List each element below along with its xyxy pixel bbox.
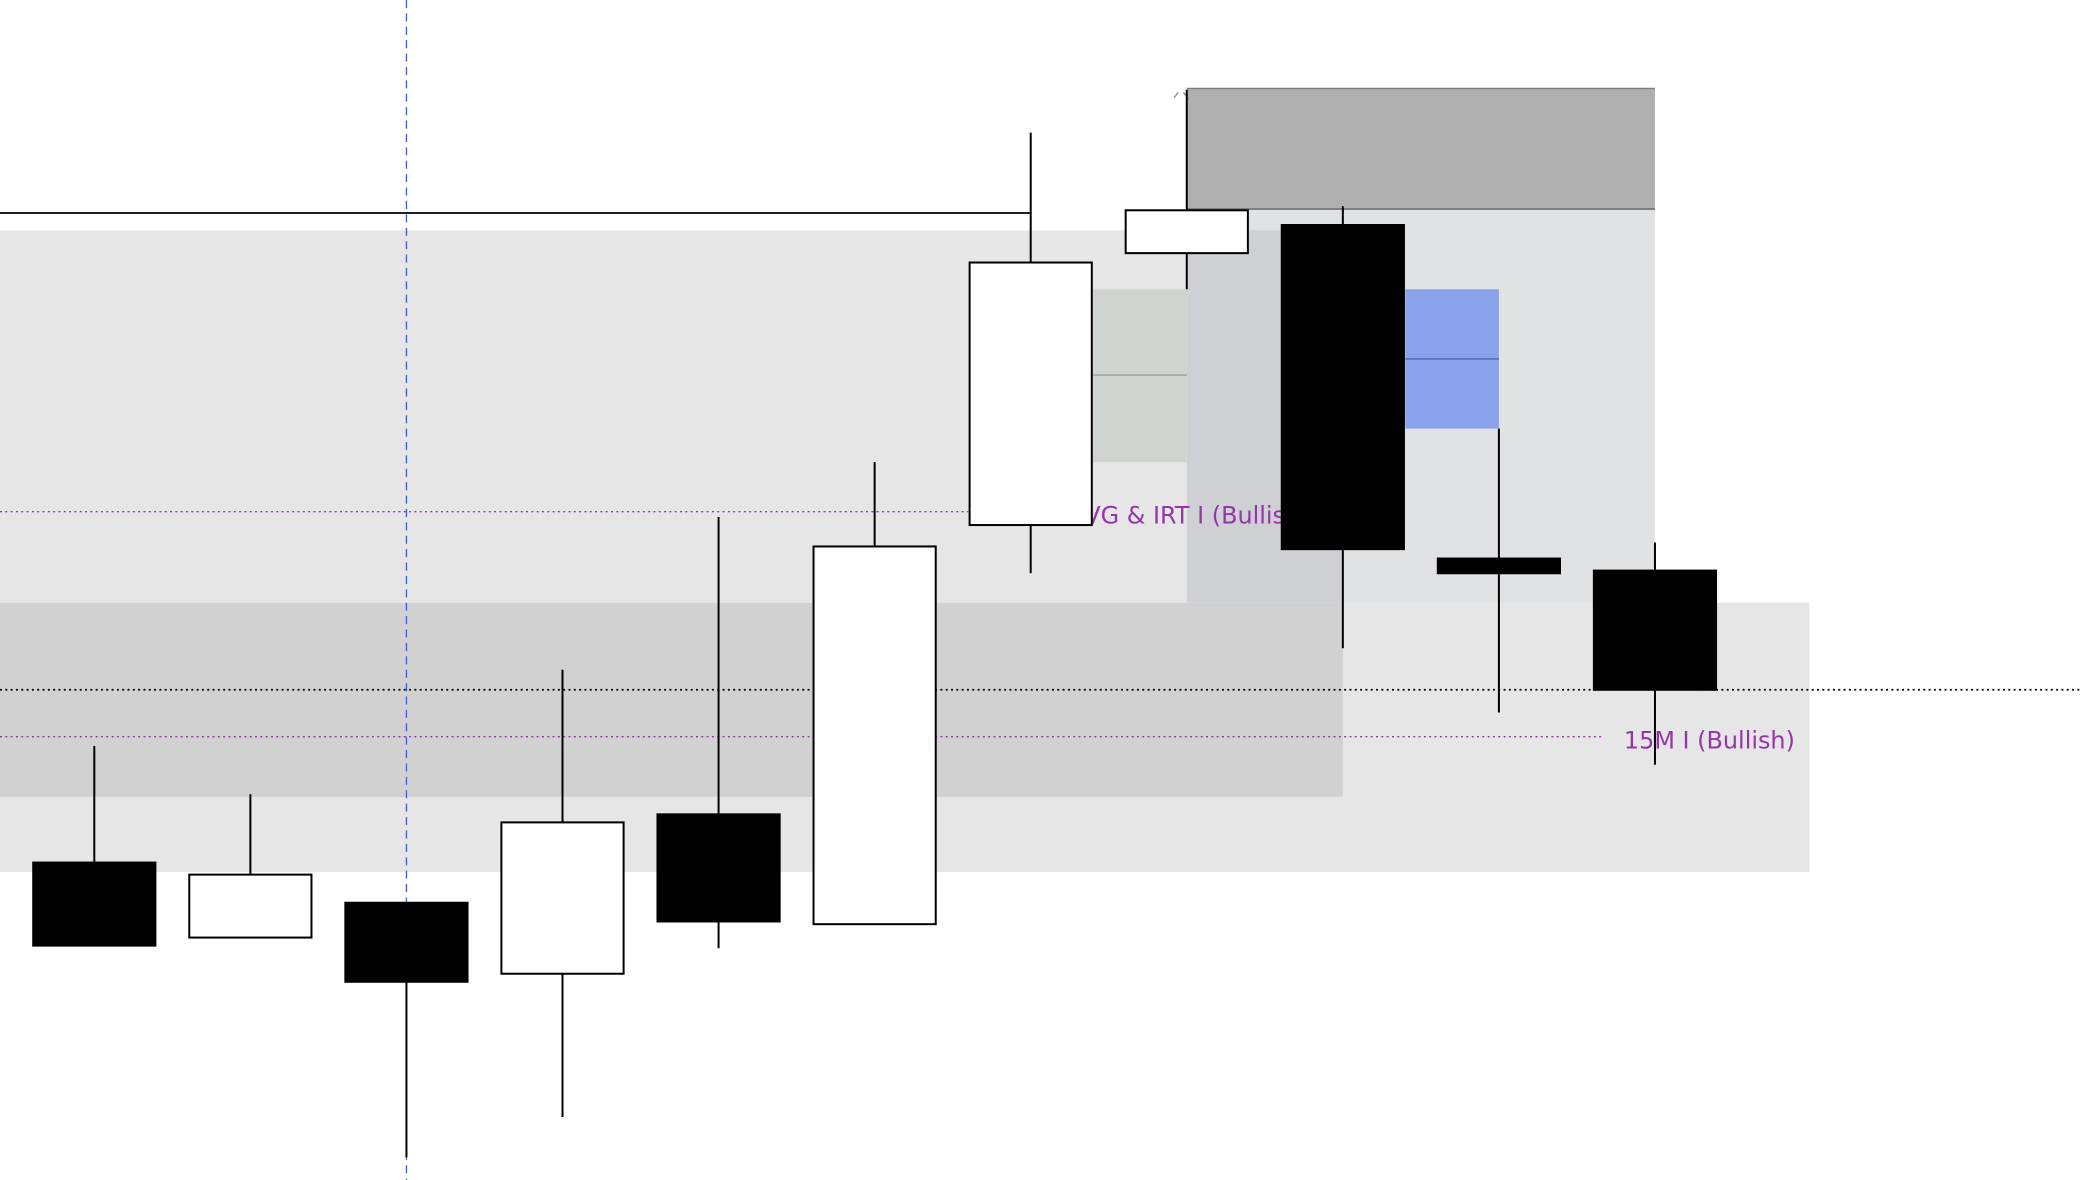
bearish-candle-body: [1280, 224, 1405, 551]
bullish-candle-body: [812, 545, 937, 926]
bearish-candle-body: [1592, 569, 1718, 691]
bearish-candle-body: [1436, 557, 1561, 575]
bearish-candle-body: [32, 861, 157, 947]
supply-zone: [1186, 88, 1655, 209]
candle[interactable]: [188, 794, 313, 939]
candle[interactable]: [344, 901, 469, 1158]
candle[interactable]: [968, 132, 1093, 574]
bullish-candle-body: [500, 821, 625, 975]
candle[interactable]: [32, 746, 157, 947]
candle[interactable]: [1436, 428, 1561, 713]
bullish-candle-body: [188, 873, 313, 939]
candle[interactable]: [500, 669, 625, 1118]
bearish-candle-body: [656, 813, 781, 923]
bearish-candle-body: [344, 901, 469, 983]
bullish-candle-body: [968, 261, 1093, 527]
candle[interactable]: [1592, 542, 1718, 765]
candle[interactable]: [1124, 89, 1249, 290]
lines-layer: [0, 212, 2080, 691]
lower-dark-zone: [0, 602, 1343, 797]
15m-level-label: 15M I (Bullish): [1624, 727, 1795, 755]
fvg-irt-level-label: FVG & IRT I (Bullish): [1071, 502, 1310, 530]
candles-layer: [32, 89, 1718, 1158]
candle[interactable]: [1280, 206, 1405, 649]
candle[interactable]: [812, 462, 937, 926]
levels-layer: FVG & IRT I (Bullish) 15M I (Bullish): [0, 502, 1795, 755]
bullish-candle-body: [1124, 209, 1249, 255]
candle[interactable]: [656, 517, 781, 949]
